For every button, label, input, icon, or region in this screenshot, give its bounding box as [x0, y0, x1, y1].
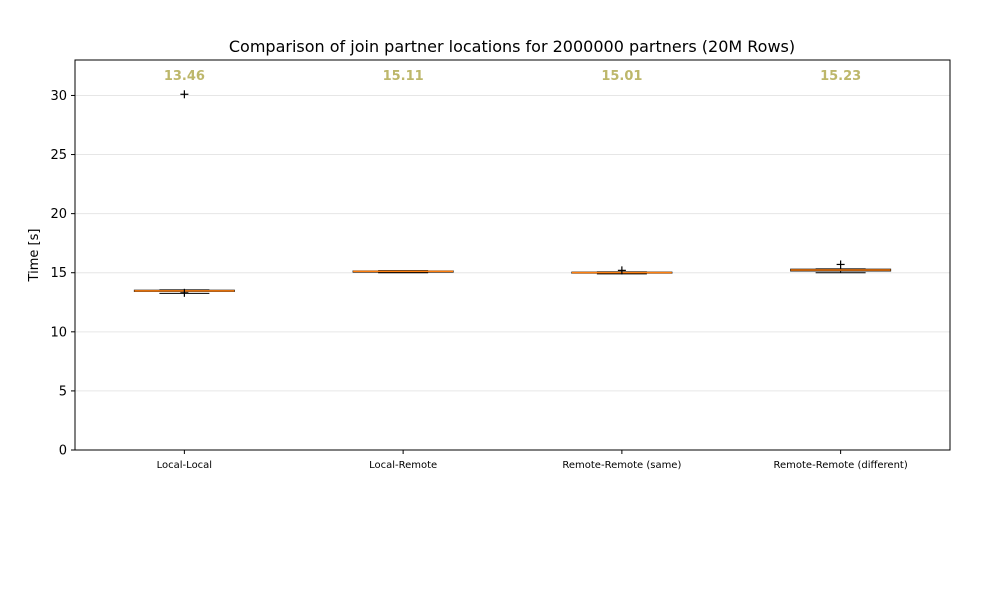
y-tick-label: 15 [50, 266, 67, 281]
x-tick-label: Local-Remote [369, 460, 437, 471]
x-tick-label: Local-Local [157, 460, 212, 471]
grid-lines [75, 94, 950, 451]
outlier-marker [180, 90, 189, 99]
y-tick-label: 5 [59, 384, 67, 399]
outlier-marker [180, 288, 189, 297]
axes: 0 5 10 15 20 25 30 Local-Local Local-Remote Remot… [50, 59, 951, 471]
median-value-label: 13.46 [164, 69, 205, 84]
y-tick-label: 10 [50, 325, 67, 340]
y-tick-label: 0 [59, 444, 67, 459]
y-tick-label: 20 [50, 207, 67, 222]
x-tick-label: Remote-Remote (different) [774, 460, 908, 471]
median-value-label: 15.23 [820, 69, 861, 84]
outlier-marker [836, 260, 845, 269]
outlier-marker [617, 266, 626, 275]
median-value-label: 15.11 [383, 69, 424, 84]
plot-frame [74, 59, 951, 451]
box-group: 15.11 [352, 69, 454, 274]
chart-title: Comparison of join partner locations for… [229, 37, 795, 56]
box-group: 13.46 [133, 69, 235, 297]
median-value-label: 15.01 [601, 69, 642, 84]
y-tick-label: 25 [50, 148, 67, 163]
box-group: 15.23 [790, 69, 892, 274]
x-tick-label: Remote-Remote (same) [562, 460, 681, 471]
y-tick-label: 30 [50, 89, 67, 104]
plot-area: 13.46 15.11 15.01 15.23 [133, 69, 892, 297]
box-group: 15.01 [571, 69, 673, 275]
y-axis-label: Time [s] [27, 229, 42, 283]
